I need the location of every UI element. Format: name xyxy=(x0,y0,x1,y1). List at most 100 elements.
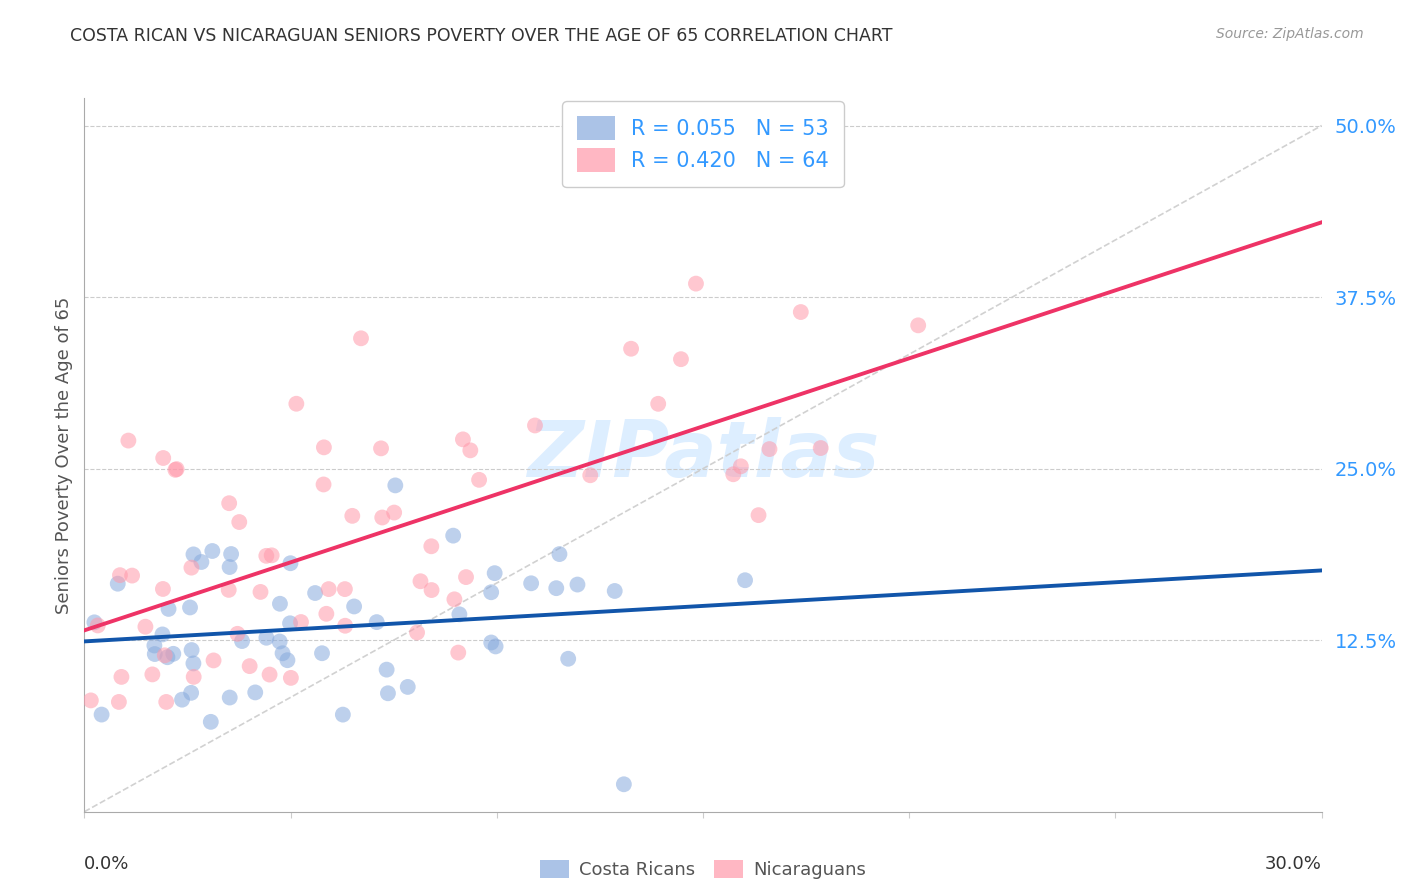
Point xyxy=(278,616,301,631)
Point xyxy=(907,318,929,333)
Point xyxy=(157,602,180,616)
Point xyxy=(449,607,471,622)
Point xyxy=(375,663,398,677)
Point xyxy=(276,653,298,667)
Point xyxy=(312,477,335,491)
Legend: Costa Ricans, Nicaraguans: Costa Ricans, Nicaraguans xyxy=(530,851,876,888)
Point xyxy=(451,433,474,447)
Point xyxy=(87,618,110,632)
Point xyxy=(647,397,669,411)
Point xyxy=(454,570,477,584)
Point xyxy=(254,549,277,563)
Point xyxy=(524,418,547,433)
Point xyxy=(83,615,105,630)
Y-axis label: Seniors Poverty Over the Age of 65: Seniors Poverty Over the Age of 65 xyxy=(55,296,73,614)
Point xyxy=(479,585,502,599)
Point xyxy=(747,508,769,523)
Point xyxy=(620,342,643,356)
Point xyxy=(479,635,502,649)
Point xyxy=(249,585,271,599)
Point xyxy=(239,659,262,673)
Point xyxy=(218,496,240,510)
Point xyxy=(366,615,388,629)
Point xyxy=(117,434,139,448)
Point xyxy=(290,615,312,629)
Point xyxy=(110,670,132,684)
Point xyxy=(165,463,187,477)
Point xyxy=(685,277,707,291)
Point xyxy=(810,441,832,455)
Point xyxy=(734,573,756,587)
Point xyxy=(121,568,143,582)
Point xyxy=(468,473,491,487)
Point xyxy=(280,671,302,685)
Point xyxy=(370,442,392,456)
Point xyxy=(520,576,543,591)
Point xyxy=(315,607,337,621)
Point xyxy=(260,549,283,563)
Point xyxy=(420,539,443,553)
Text: ZIPatlas: ZIPatlas xyxy=(527,417,879,493)
Point xyxy=(271,646,294,660)
Point xyxy=(460,443,482,458)
Point xyxy=(669,352,692,367)
Point xyxy=(579,468,602,483)
Point xyxy=(170,692,193,706)
Point xyxy=(245,685,267,699)
Point xyxy=(152,450,174,465)
Point xyxy=(382,506,405,520)
Point xyxy=(312,441,335,455)
Point xyxy=(228,515,250,529)
Point xyxy=(377,686,399,700)
Point xyxy=(350,331,373,345)
Point xyxy=(332,707,354,722)
Point xyxy=(548,547,571,561)
Point xyxy=(231,634,253,648)
Point xyxy=(790,305,813,319)
Point xyxy=(409,574,432,589)
Point xyxy=(730,459,752,474)
Text: 0.0%: 0.0% xyxy=(84,855,129,872)
Point xyxy=(166,462,188,476)
Point xyxy=(318,582,340,596)
Point xyxy=(152,582,174,596)
Point xyxy=(80,693,103,707)
Point xyxy=(107,576,129,591)
Point xyxy=(304,586,326,600)
Point xyxy=(179,600,201,615)
Point xyxy=(396,680,419,694)
Point xyxy=(202,653,225,667)
Text: Source: ZipAtlas.com: Source: ZipAtlas.com xyxy=(1216,27,1364,41)
Point xyxy=(613,777,636,791)
Point xyxy=(603,584,626,599)
Point xyxy=(201,544,224,558)
Point xyxy=(335,619,357,633)
Point xyxy=(285,397,308,411)
Point xyxy=(269,634,291,648)
Point xyxy=(155,695,177,709)
Point xyxy=(226,627,249,641)
Point xyxy=(723,467,745,482)
Point xyxy=(441,528,464,542)
Point xyxy=(183,657,205,671)
Point xyxy=(484,566,506,581)
Point xyxy=(153,648,176,663)
Point xyxy=(152,627,174,641)
Point xyxy=(546,581,568,595)
Point xyxy=(333,582,356,596)
Point xyxy=(280,556,302,570)
Point xyxy=(384,478,406,492)
Point xyxy=(259,667,281,681)
Point xyxy=(134,620,156,634)
Point xyxy=(183,670,205,684)
Point xyxy=(108,695,131,709)
Point xyxy=(484,640,506,654)
Point xyxy=(190,555,212,569)
Point xyxy=(758,442,780,456)
Point xyxy=(269,597,291,611)
Point xyxy=(218,582,240,597)
Point xyxy=(180,643,202,657)
Point xyxy=(143,639,166,653)
Point xyxy=(183,548,205,562)
Point xyxy=(143,647,166,661)
